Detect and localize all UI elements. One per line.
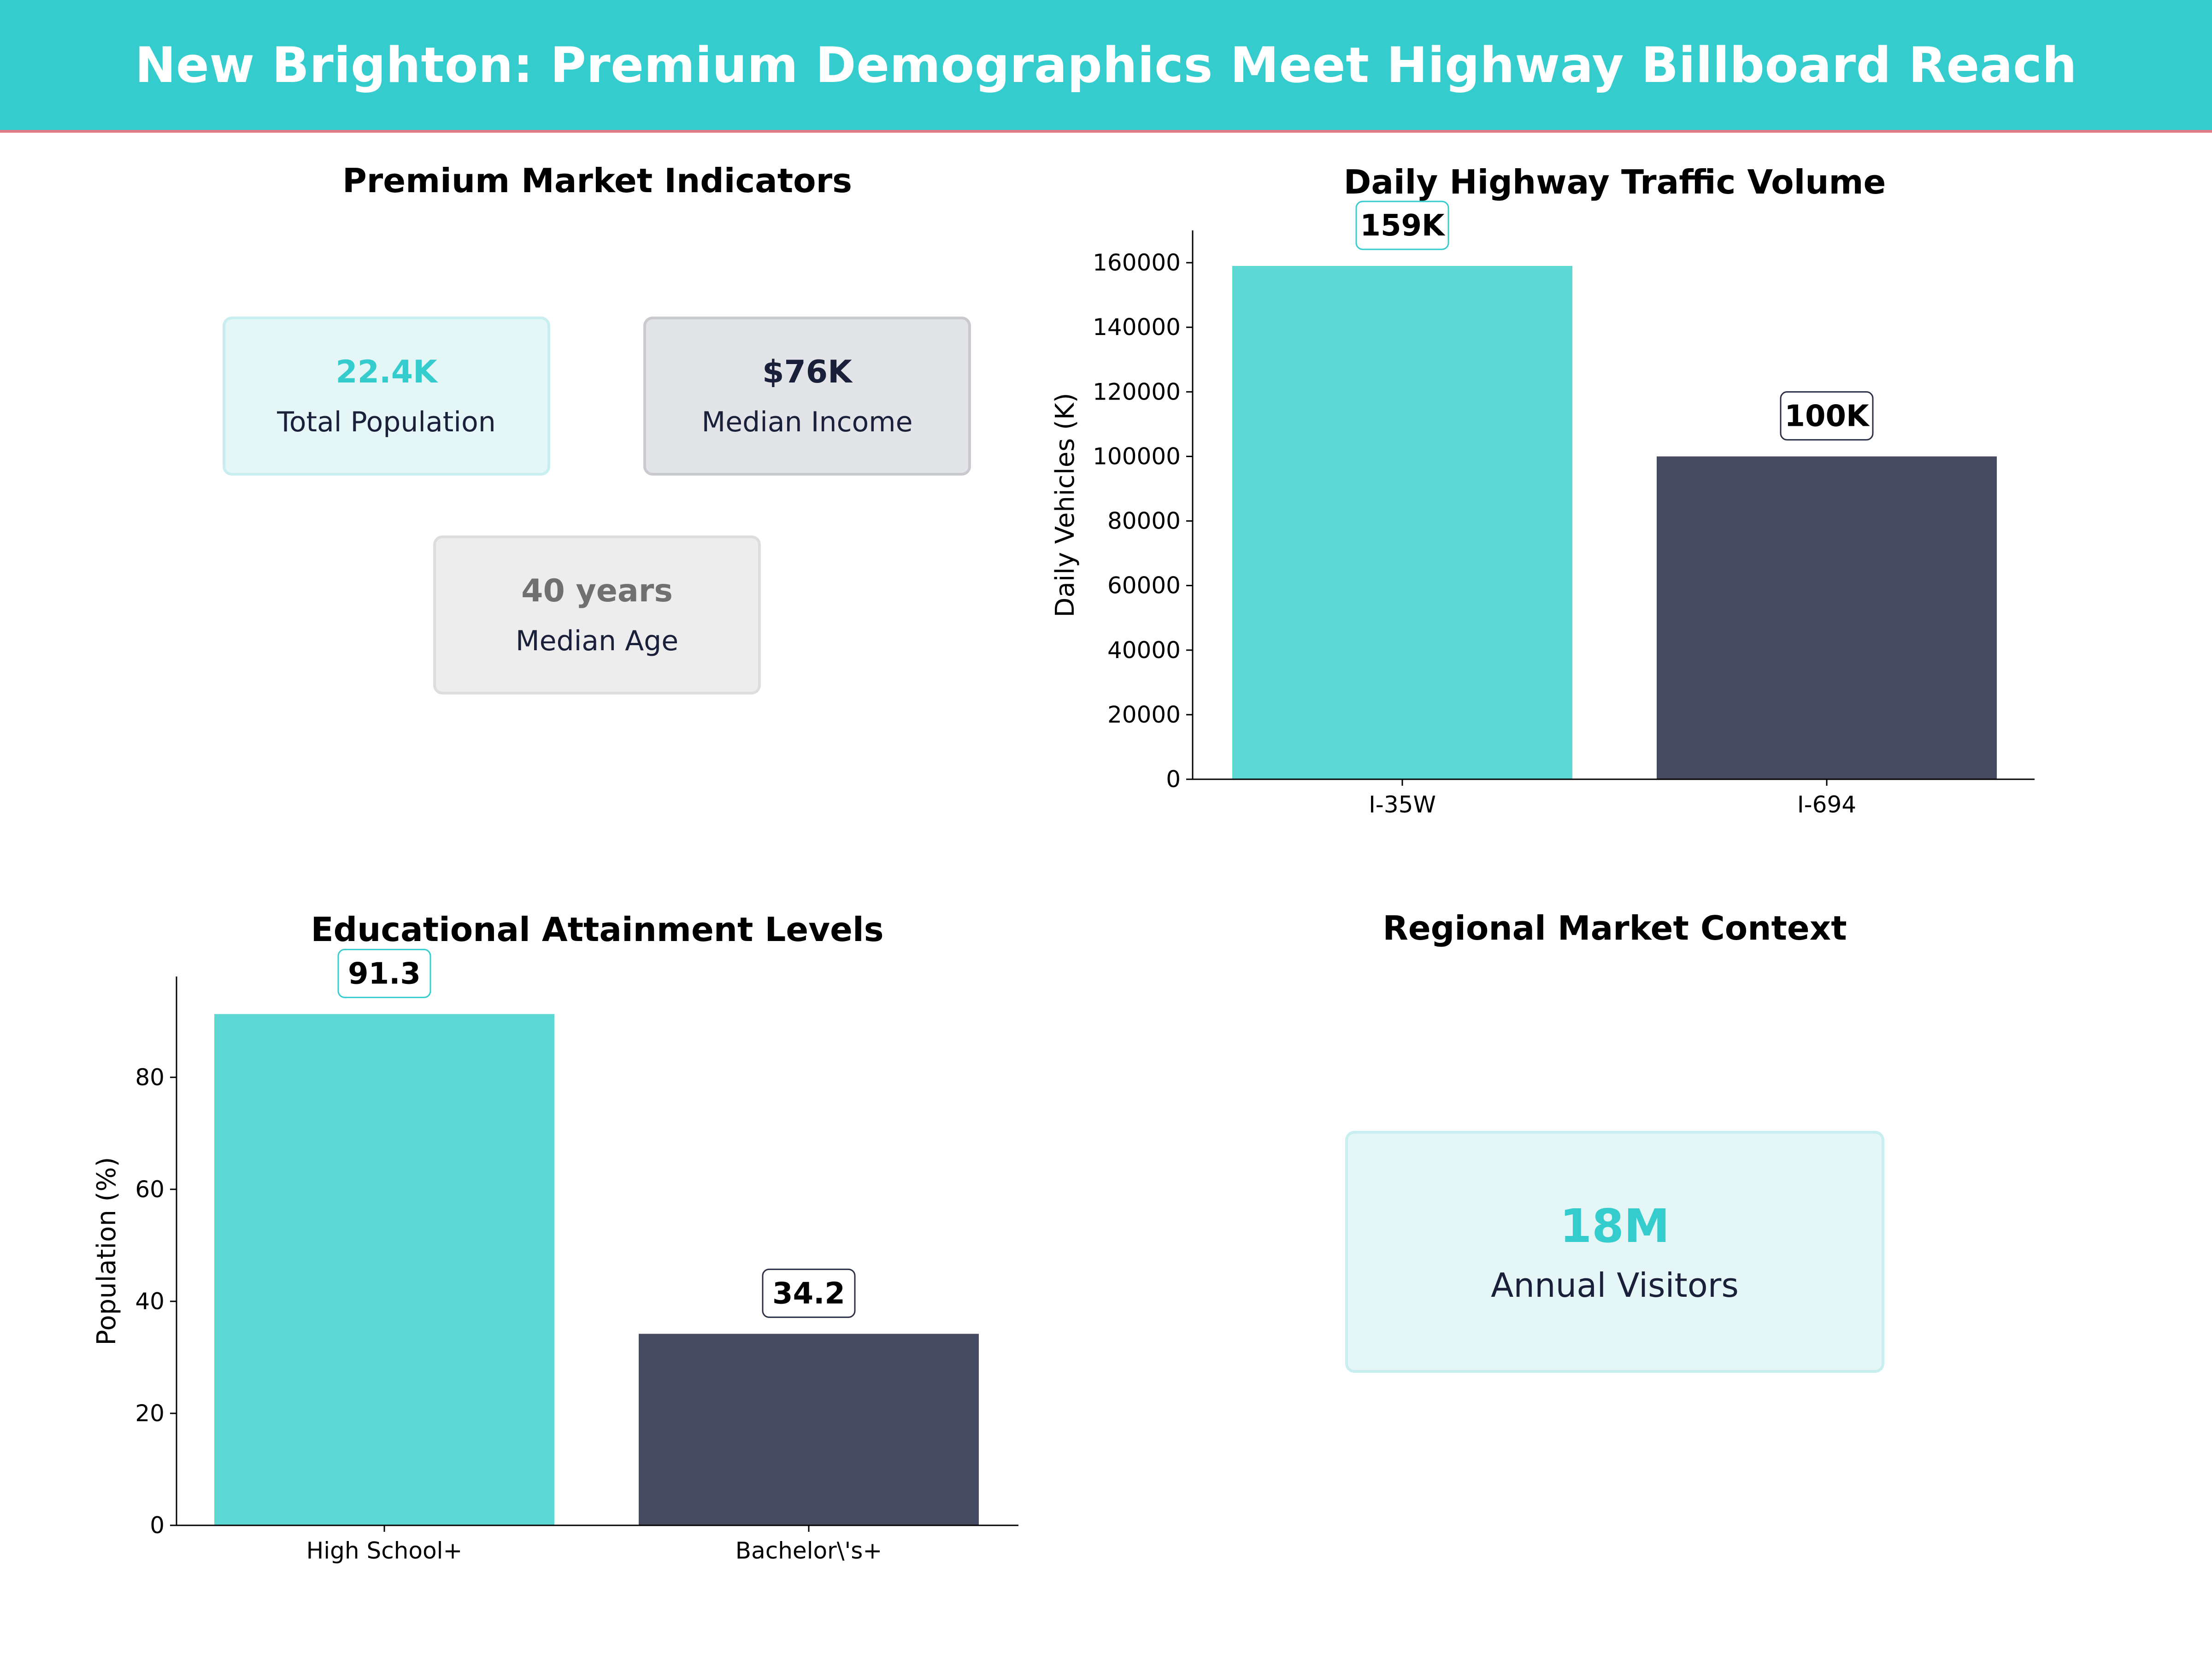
income-value: $76K	[762, 354, 852, 390]
y-tick-label-traffic-4: 80000	[1107, 508, 1181, 535]
y-tick-label-traffic-3: 60000	[1107, 572, 1181, 599]
bar-traffic-1	[1657, 456, 1997, 779]
age-card: 40 years Median Age	[433, 535, 761, 694]
education-chart: Educational Attainment Levels 91.3 High Sc…	[92, 910, 1018, 1564]
visitors-label: Annual Visitors	[1491, 1266, 1739, 1305]
data-label-traffic-1: 100K	[1784, 399, 1870, 433]
y-tick-label-traffic-7: 140000	[1093, 314, 1181, 341]
chart-title: Educational Attainment Levels	[311, 910, 883, 949]
visitors-card: 18M Annual Visitors	[1345, 1131, 1884, 1373]
income-label: Median Income	[701, 406, 913, 438]
y-tick-label-traffic-2: 40000	[1107, 637, 1181, 664]
y-tick-label-education-3: 60	[135, 1176, 165, 1203]
population-label: Total Population	[277, 406, 496, 438]
traffic-chart: Daily Highway Traffic Volume 159K I-35W 100…	[1050, 163, 2035, 818]
y-tick-label-traffic-8: 160000	[1093, 249, 1181, 276]
bar-education-1	[639, 1334, 979, 1525]
visitors-value: 18M	[1559, 1199, 1670, 1253]
header-underline	[0, 130, 2212, 133]
x-tick-label-education-0: High School+	[306, 1537, 463, 1564]
age-value: 40 years	[521, 573, 673, 609]
y-tick-label-education-4: 80	[135, 1064, 165, 1091]
data-label-box-education-1	[762, 1268, 856, 1318]
regional-title: Regional Market Context	[1382, 909, 1847, 947]
y-axis-label-traffic: Daily Vehicles (K)	[1050, 393, 1080, 617]
y-tick-label-traffic-5: 100000	[1093, 443, 1181, 470]
y-tick-label-education-2: 40	[135, 1288, 165, 1315]
data-label-education-1: 34.2	[772, 1277, 845, 1311]
x-tick-label-traffic-0: I-35W	[1369, 791, 1436, 818]
y-tick-label-traffic-6: 120000	[1093, 378, 1181, 405]
y-tick-label-education-1: 20	[135, 1400, 165, 1427]
data-label-box-traffic-1	[1780, 391, 1874, 441]
income-card: $76K Median Income	[643, 317, 971, 476]
population-value: 22.4K	[335, 354, 437, 390]
population-card: 22.4K Total Population	[223, 317, 550, 476]
data-label-education-0: 91.3	[348, 957, 421, 991]
page-title: New Brighton: Premium Demographics Meet …	[135, 36, 2077, 94]
y-tick-label-education-0: 0	[150, 1512, 165, 1539]
chart-title: Daily Highway Traffic Volume	[1344, 163, 1886, 201]
y-tick-label-traffic-0: 0	[1166, 766, 1181, 793]
y-axis-label-education: Population (%)	[92, 1157, 122, 1346]
y-tick-label-traffic-1: 20000	[1107, 701, 1181, 728]
header-banner: New Brighton: Premium Demographics Meet …	[0, 0, 2212, 130]
data-label-box-education-0	[337, 948, 431, 998]
indicators-title: Premium Market Indicators	[342, 161, 852, 200]
bar-education-0	[214, 1014, 554, 1525]
x-tick-label-traffic-1: I-694	[1797, 791, 1856, 818]
age-label: Median Age	[515, 625, 679, 657]
bar-traffic-0	[1232, 266, 1572, 779]
data-label-traffic-0: 159K	[1360, 209, 1446, 243]
data-label-box-traffic-0	[1355, 200, 1449, 250]
x-tick-label-education-1: Bachelor\'s+	[735, 1537, 882, 1564]
